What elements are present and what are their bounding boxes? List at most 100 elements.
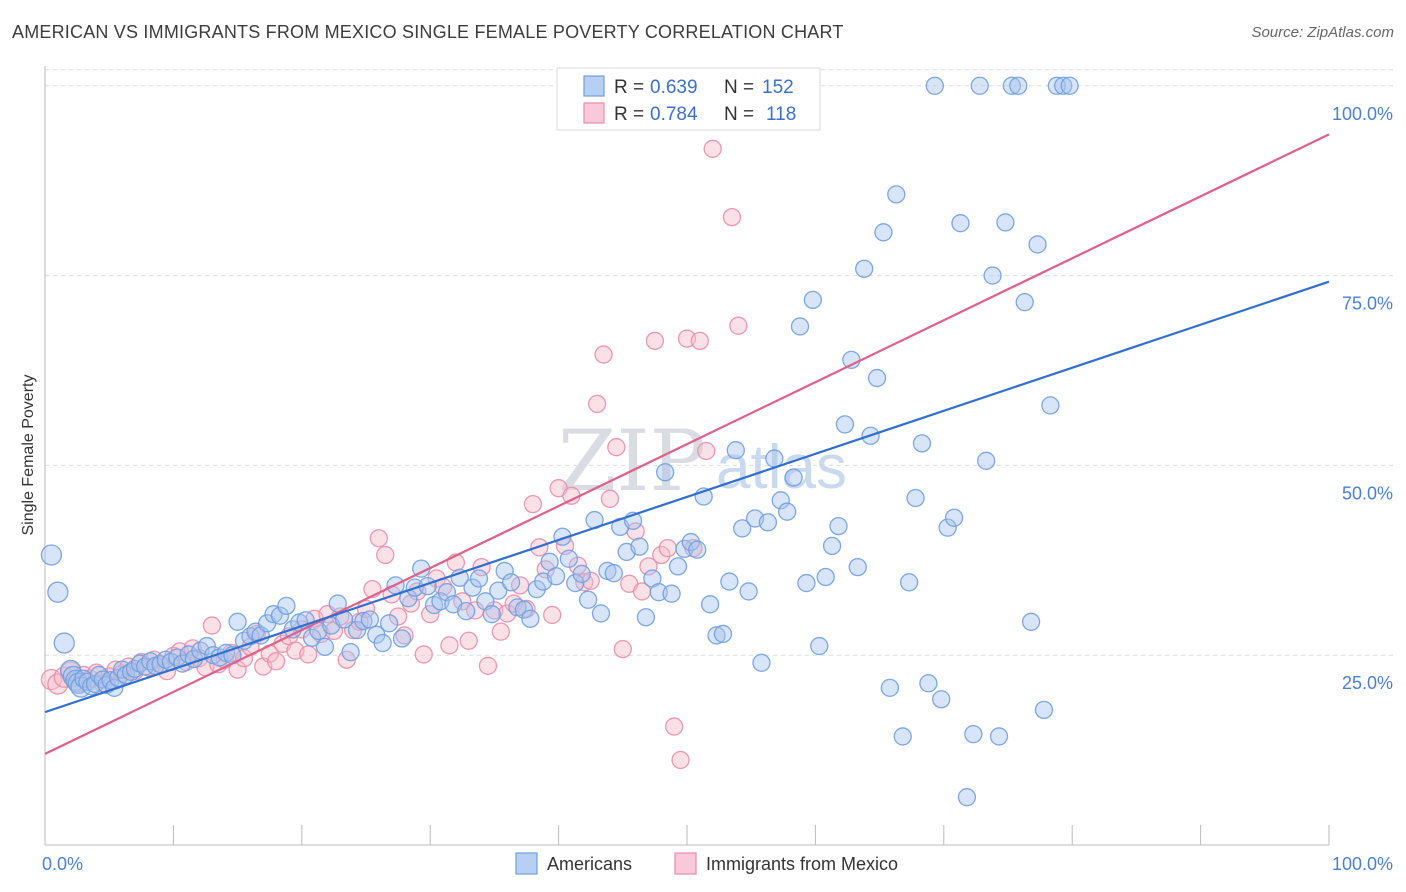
americans-point-124 <box>771 491 790 510</box>
legend-bottom-label-mexico: Immigrants from Mexico <box>706 854 898 874</box>
americans-point-133 <box>829 516 848 536</box>
mexico-point-87 <box>600 489 620 508</box>
y-tick-label-75: 75.0% <box>1342 294 1393 314</box>
americans-point-158 <box>989 727 1009 746</box>
legend-bottom: Americans Immigrants from Mexico <box>515 852 898 875</box>
americans-point-106 <box>656 463 675 482</box>
americans-point-153 <box>957 788 977 807</box>
americans-point-94 <box>578 590 598 609</box>
americans-point-96 <box>591 604 611 623</box>
mexico-point-95 <box>652 545 671 565</box>
americans-point-108 <box>668 557 688 576</box>
mexico-point-78 <box>543 605 562 625</box>
mexico-point-25 <box>202 616 222 635</box>
americans-point-2 <box>53 632 75 654</box>
mexico-point-103 <box>703 139 722 158</box>
americans-point-59 <box>354 611 373 631</box>
americans-point-103 <box>636 608 656 627</box>
mexico-point-65 <box>459 631 478 650</box>
americans-point-137 <box>855 259 874 278</box>
legend-mexico-n-label: N = <box>724 104 754 125</box>
americans-point-79 <box>482 605 501 624</box>
americans-point-134 <box>835 415 855 434</box>
mexico-point-40 <box>299 645 318 664</box>
americans-point-156 <box>977 451 996 470</box>
americans-point-166 <box>1041 396 1060 415</box>
americans-point-146 <box>912 434 932 453</box>
americans-point-51 <box>302 628 322 647</box>
mexico-point-85 <box>587 394 607 414</box>
mexico-point-70 <box>491 622 510 641</box>
americans-point-82 <box>501 573 521 592</box>
americans-point-142 <box>887 185 906 204</box>
americans-point-157 <box>983 266 1002 285</box>
legend-bottom-label-americans: Americans <box>547 854 632 874</box>
mexico-point-51 <box>369 529 388 548</box>
americans-point-145 <box>906 488 925 508</box>
mexico-point-88 <box>607 438 626 457</box>
americans-point-129 <box>803 290 822 310</box>
americans-point-113 <box>700 595 720 614</box>
americans-point-19 <box>116 665 136 685</box>
legend-mexico-n-value: 118 <box>766 104 796 125</box>
americans-point-75 <box>457 602 476 621</box>
y-tick-labels: 25.0% 50.0% 75.0% 100.0% <box>1332 104 1393 693</box>
americans-point-162 <box>1015 293 1034 312</box>
americans-point-53 <box>315 637 335 656</box>
americans-point-89 <box>546 567 566 586</box>
americans-point-115 <box>713 624 733 644</box>
americans-point-85 <box>521 609 540 628</box>
americans-point-151 <box>944 508 964 527</box>
axis-layer <box>44 66 1330 846</box>
mexico-point-96 <box>658 538 677 558</box>
mexico-point-55 <box>395 626 414 645</box>
x-tick-label-min: 0.0% <box>42 854 83 874</box>
americans-point-62 <box>373 633 392 653</box>
legend-swatch-mexico <box>583 102 605 124</box>
mexico-point-89 <box>613 639 632 659</box>
mexico-point-98 <box>671 750 690 770</box>
americans-point-131 <box>816 567 835 587</box>
americans-point-163 <box>1021 612 1041 631</box>
americans-point-150 <box>938 518 957 537</box>
americans-point-122 <box>758 513 778 532</box>
americans-point-57 <box>341 643 360 662</box>
americans-point-34 <box>197 636 216 656</box>
americans-point-117 <box>726 441 745 460</box>
americans-point-144 <box>899 573 919 592</box>
americans-point-58 <box>347 620 367 640</box>
americans-point-81 <box>495 561 514 581</box>
americans-point-149 <box>932 690 951 709</box>
chart-source: Source: ZipAtlas.com <box>1251 24 1394 41</box>
americans-point-160 <box>1002 76 1022 95</box>
watermark: ZIP atlas <box>558 412 847 510</box>
y-tick-label-25: 25.0% <box>1342 673 1393 693</box>
americans-point-164 <box>1028 235 1047 254</box>
mexico-point-94 <box>645 331 665 351</box>
legend-mexico-r-value: 0.784 <box>650 104 698 125</box>
americans-point-148 <box>925 76 944 95</box>
americans-point-107 <box>662 584 681 603</box>
trend-line-mexico <box>44 133 1330 755</box>
americans-point-132 <box>822 536 842 556</box>
americans-point-143 <box>893 727 912 746</box>
legend-bottom-swatch-americans <box>515 852 538 875</box>
legend-americans-r-value: 0.639 <box>650 77 698 98</box>
x-tick-label-max: 100.0% <box>1332 854 1393 874</box>
americans-point-46 <box>270 606 290 625</box>
americans-point-155 <box>970 76 989 95</box>
americans-point-147 <box>919 674 938 693</box>
americans-point-77 <box>469 569 489 588</box>
americans-point-80 <box>489 581 508 600</box>
americans-point-98 <box>604 564 623 583</box>
legend-swatch-americans <box>583 75 605 97</box>
y-tick-label-50: 50.0% <box>1342 483 1393 503</box>
mexico-point-62 <box>440 636 459 655</box>
y-axis-label: Single Female Poverty <box>20 375 37 536</box>
americans-point-76 <box>463 578 482 597</box>
americans-point-102 <box>630 537 649 556</box>
americans-point-60 <box>360 610 380 629</box>
americans-point-39 <box>228 612 247 631</box>
legend-bottom-swatch-mexico <box>674 852 697 875</box>
